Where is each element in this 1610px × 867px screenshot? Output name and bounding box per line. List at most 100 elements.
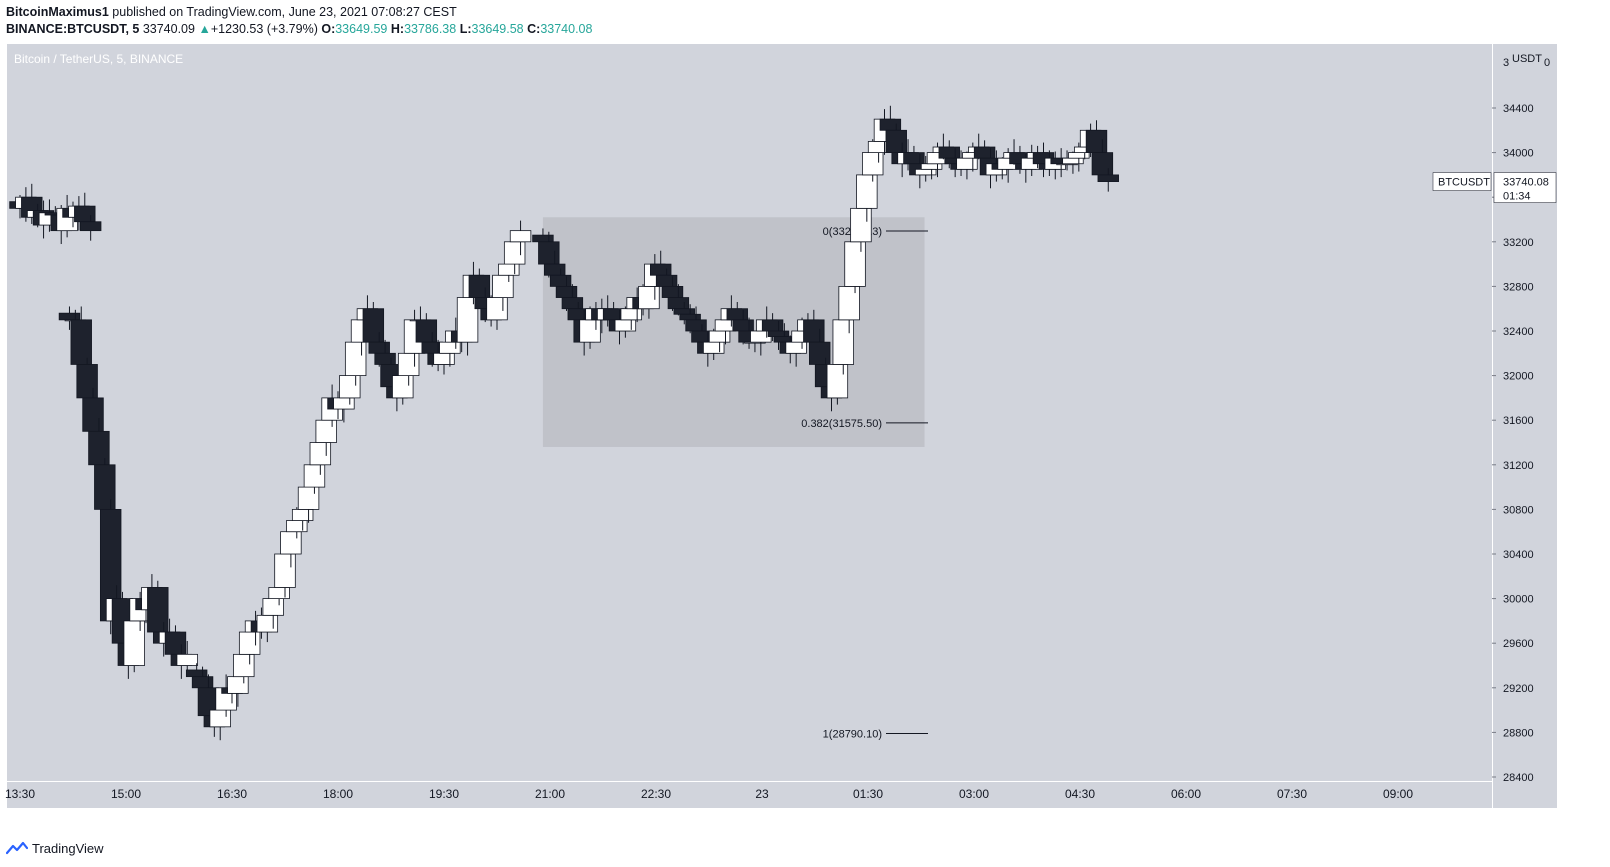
published-text: published on TradingView.com, June 23, 2… xyxy=(112,5,457,19)
candle-body xyxy=(579,319,601,343)
candle-body xyxy=(767,330,790,337)
candle-body xyxy=(191,676,214,689)
open-value: 33649.59 xyxy=(335,22,388,36)
price-value: 33740.09 xyxy=(142,22,195,36)
last-price-tag xyxy=(1493,172,1557,203)
candle-body xyxy=(1068,152,1090,159)
candle-body xyxy=(274,553,296,588)
candle-body xyxy=(708,330,731,343)
candle-body xyxy=(439,341,461,354)
candle-body xyxy=(555,285,578,298)
candle-body xyxy=(838,285,860,321)
candle-body xyxy=(297,486,320,510)
candle-body xyxy=(832,319,854,365)
candle-body xyxy=(938,146,960,159)
candle-body xyxy=(973,146,996,159)
candle-body xyxy=(761,319,784,332)
x-tick-label: 22:30 xyxy=(641,787,671,801)
candle-body xyxy=(339,375,361,399)
footer-brand[interactable]: TradingView xyxy=(32,840,104,856)
candle-body xyxy=(785,341,807,354)
candle-body xyxy=(256,614,279,633)
candle-body xyxy=(82,397,104,432)
x-tick-label: 09:00 xyxy=(1383,787,1413,801)
candle-body xyxy=(262,598,284,616)
candle-body xyxy=(415,319,438,343)
candle-body xyxy=(185,669,208,678)
candle-body xyxy=(303,464,326,488)
x-tick-label: 16:30 xyxy=(217,787,247,801)
y-tick-label: 28400 xyxy=(1503,772,1534,784)
candle-body xyxy=(286,520,308,533)
y-tick-label: 31600 xyxy=(1503,415,1534,427)
x-tick-label: 21:00 xyxy=(535,787,565,801)
y-axis-area xyxy=(1492,44,1557,808)
close-value: 33740.08 xyxy=(540,22,593,36)
y-tick-label: 30400 xyxy=(1503,549,1534,561)
x-tick-label: 03:00 xyxy=(959,787,989,801)
candle-body xyxy=(88,430,110,466)
author-name[interactable]: BitcoinMaximus1 xyxy=(6,5,109,19)
candle-body xyxy=(176,653,198,666)
x-tick-label: 23 xyxy=(755,787,769,801)
candle-body xyxy=(538,241,560,265)
y-tick-label: 29200 xyxy=(1503,683,1534,695)
y-tick-label: 28800 xyxy=(1503,727,1534,739)
y-tick-label: 34400 xyxy=(1503,103,1534,115)
y-tick-label: 34000 xyxy=(1503,148,1534,160)
candle-body xyxy=(850,207,872,243)
candle-body xyxy=(280,531,302,555)
y-tick-label: 30800 xyxy=(1503,504,1534,516)
change-value: +1230.53 (+3.79%) xyxy=(210,22,318,36)
candle-body xyxy=(1097,174,1119,182)
candle-body xyxy=(503,241,526,265)
candle-body xyxy=(268,587,290,600)
publish-line: BitcoinMaximus1 published on TradingView… xyxy=(6,5,457,19)
x-axis-area xyxy=(7,781,1492,808)
candle-body xyxy=(309,442,332,466)
symbol-tag xyxy=(1432,172,1492,191)
candle-body xyxy=(1085,129,1108,154)
high-value: 33786.38 xyxy=(404,22,457,36)
candle-body xyxy=(809,341,831,365)
candle-body xyxy=(209,709,231,728)
fib-level-label: 0.382(31575.50) xyxy=(801,418,882,430)
candle-body xyxy=(94,464,116,510)
candle-body xyxy=(392,375,414,399)
y-tick-label: 30000 xyxy=(1503,594,1534,606)
tradingview-logo-icon xyxy=(6,841,28,855)
y-axis-unit: USDT xyxy=(1512,53,1542,65)
candle-body xyxy=(667,297,690,310)
x-tick-label: 13:30 xyxy=(5,787,35,801)
change-arrow-icon: ▲ xyxy=(198,22,211,36)
candle-body xyxy=(374,352,396,365)
candle-body xyxy=(915,168,937,176)
candle-body xyxy=(920,163,943,170)
candle-body xyxy=(492,274,514,298)
candle-body xyxy=(333,397,355,410)
candle-body xyxy=(620,308,642,321)
candle-body xyxy=(703,341,725,354)
candle-body xyxy=(315,419,337,443)
candle-body xyxy=(826,364,849,399)
candle-body xyxy=(498,263,520,276)
candle-body xyxy=(655,274,678,287)
candle-body xyxy=(468,274,491,298)
candle-body xyxy=(509,230,532,243)
fib-level-label: 1(28790.10) xyxy=(823,729,882,741)
candle-body xyxy=(732,319,754,332)
candle-body xyxy=(885,129,907,154)
candle-body xyxy=(862,152,884,176)
candle-body xyxy=(70,319,92,365)
candle-body xyxy=(58,312,81,321)
candle-body xyxy=(397,352,420,376)
candle-body xyxy=(650,263,672,276)
x-tick-label: 18:00 xyxy=(323,787,353,801)
chart-title: Bitcoin / TetherUS, 5, BINANCE xyxy=(14,52,183,66)
y-axis-top-right-label: 0 xyxy=(1544,57,1550,69)
candle-body xyxy=(532,234,554,243)
low-value: 33649.58 xyxy=(471,22,524,36)
y-tick-label: 32400 xyxy=(1503,326,1534,338)
candle-body xyxy=(844,241,866,287)
